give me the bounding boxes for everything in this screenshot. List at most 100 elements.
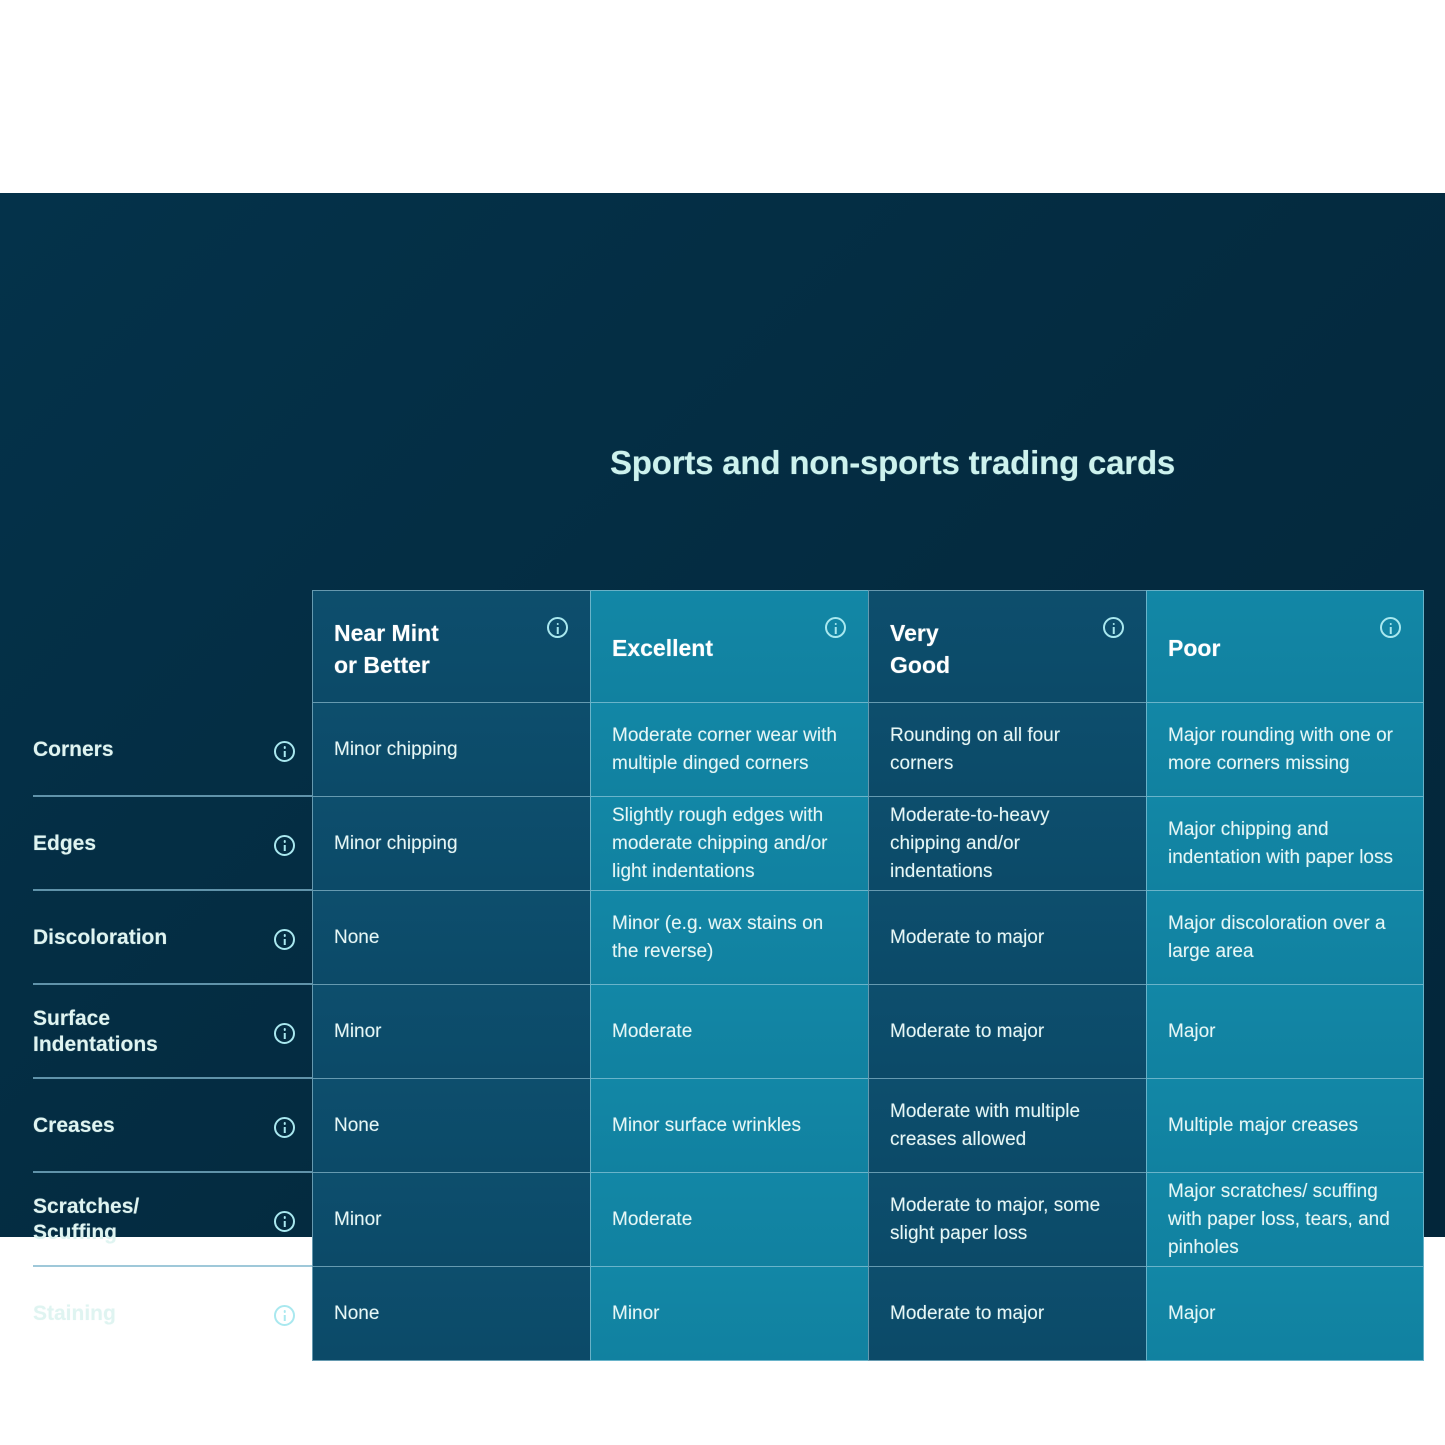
cell-surface-near-mint: Minor xyxy=(312,985,590,1079)
row-label-text: Staining xyxy=(33,1301,116,1327)
cell-corners-poor: Major rounding with one or more corners … xyxy=(1146,703,1424,797)
cell-text: Moderate to major, some slight paper los… xyxy=(890,1194,1101,1244)
cell-text: Major chipping and indentation with pape… xyxy=(1168,818,1393,868)
column-header-near-mint-or-better[interactable]: Near Mint or Better xyxy=(312,590,590,703)
cell-text: Minor xyxy=(334,1208,382,1230)
cell-staining-very-good: Moderate to major xyxy=(868,1267,1146,1361)
cell-edges-very-good: Moderate-to-heavy chipping and/or indent… xyxy=(868,797,1146,891)
cell-creases-poor: Multiple major creases xyxy=(1146,1079,1424,1173)
cell-text: Moderate-to-heavy chipping and/or indent… xyxy=(890,804,1050,882)
table-row: Corners Minor chipping Moderate corner w… xyxy=(33,703,1424,797)
cell-discoloration-poor: Major discoloration over a large area xyxy=(1146,891,1424,985)
row-label-line1: Edges xyxy=(33,832,97,855)
info-icon[interactable] xyxy=(274,928,295,950)
cell-staining-near-mint: None xyxy=(312,1267,590,1361)
info-icon[interactable] xyxy=(274,740,295,762)
cell-text: Minor (e.g. wax stains on the reverse) xyxy=(612,912,824,962)
cell-creases-excellent: Minor surface wrinkles xyxy=(590,1079,868,1173)
info-icon[interactable] xyxy=(274,1022,295,1044)
cell-text: Minor surface wrinkles xyxy=(612,1114,801,1136)
cell-discoloration-near-mint: None xyxy=(312,891,590,985)
info-icon[interactable] xyxy=(547,617,568,638)
column-header-line1: Poor xyxy=(1168,635,1221,661)
cell-creases-very-good: Moderate with multiple creases allowed xyxy=(868,1079,1146,1173)
table-row: Creases None Minor surface wrinkles Mode… xyxy=(33,1079,1424,1173)
row-label-line1: Surface xyxy=(33,1007,111,1030)
column-header-label: Excellent xyxy=(612,617,713,664)
cell-text: Minor xyxy=(612,1302,660,1324)
info-icon[interactable] xyxy=(274,1210,295,1232)
cell-text: Major scratches/ scuffing with paper los… xyxy=(1168,1180,1390,1258)
row-label-line1: Creases xyxy=(33,1114,115,1137)
row-label-text: Surface Indentations xyxy=(33,1006,158,1058)
row-label-text: Corners xyxy=(33,737,114,763)
column-header-label: Very Good xyxy=(890,617,950,681)
column-header-excellent[interactable]: Excellent xyxy=(590,590,868,703)
page-title: Sports and non-sports trading cards xyxy=(610,444,1176,481)
cell-text: Moderate xyxy=(612,1208,693,1230)
column-header-very-good[interactable]: Very Good xyxy=(868,590,1146,703)
column-header-label: Near Mint or Better xyxy=(334,617,439,681)
info-icon[interactable] xyxy=(274,1304,295,1326)
cell-text: None xyxy=(334,1302,380,1324)
column-header-poor[interactable]: Poor xyxy=(1146,590,1424,703)
cell-edges-poor: Major chipping and indentation with pape… xyxy=(1146,797,1424,891)
row-label-staining[interactable]: Staining xyxy=(33,1267,312,1361)
cell-corners-excellent: Moderate corner wear with multiple dinge… xyxy=(590,703,868,797)
grading-table: Near Mint or Better Excellent xyxy=(33,590,1424,1361)
cell-scratches-very-good: Moderate to major, some slight paper los… xyxy=(868,1173,1146,1267)
table-header-row: Near Mint or Better Excellent xyxy=(33,590,1424,703)
row-label-surface-indentations[interactable]: Surface Indentations xyxy=(33,985,316,1079)
row-label-line1: Scratches/ xyxy=(33,1195,140,1218)
column-header-line1: Near Mint xyxy=(334,620,439,646)
row-label-line1: Staining xyxy=(33,1302,116,1325)
cell-text: Slightly rough edges with moderate chipp… xyxy=(612,804,828,882)
cell-surface-poor: Major xyxy=(1146,985,1424,1079)
row-label-scratches-scuffing[interactable]: Scratches/ Scuffing xyxy=(33,1173,316,1267)
column-header-line2: or Better xyxy=(334,652,430,678)
info-icon[interactable] xyxy=(274,834,295,856)
row-label-text: Edges xyxy=(33,831,96,857)
cell-text: Rounding on all four corners xyxy=(890,724,1061,774)
cell-text: Moderate xyxy=(612,1020,693,1042)
info-icon[interactable] xyxy=(825,617,846,638)
column-header-line1: Very xyxy=(890,620,939,646)
cell-discoloration-very-good: Moderate to major xyxy=(868,891,1146,985)
cell-surface-excellent: Moderate xyxy=(590,985,868,1079)
column-header-label: Poor xyxy=(1168,617,1220,664)
table-corner-cell xyxy=(33,590,312,703)
column-header-line1: Excellent xyxy=(612,635,713,661)
cell-text: Minor chipping xyxy=(334,832,458,854)
cell-scratches-near-mint: Minor xyxy=(312,1173,590,1267)
row-label-text: Creases xyxy=(33,1113,115,1139)
row-label-discoloration[interactable]: Discoloration xyxy=(33,891,316,985)
table-row: Staining None Minor Moderate to major Ma… xyxy=(33,1267,1424,1361)
cell-edges-excellent: Slightly rough edges with moderate chipp… xyxy=(590,797,868,891)
cell-text: Moderate to major xyxy=(890,1020,1045,1042)
cell-creases-near-mint: None xyxy=(312,1079,590,1173)
cell-text: Multiple major creases xyxy=(1168,1114,1359,1136)
table-row: Discoloration None Minor (e.g. wax stain… xyxy=(33,891,1424,985)
row-label-text: Scratches/ Scuffing xyxy=(33,1194,139,1246)
row-label-creases[interactable]: Creases xyxy=(33,1079,316,1173)
row-label-edges[interactable]: Edges xyxy=(33,797,316,891)
dark-panel: Sports and non-sports trading cards Near… xyxy=(0,193,1445,1361)
cell-text: Major rounding with one or more corners … xyxy=(1168,724,1393,774)
cell-discoloration-excellent: Minor (e.g. wax stains on the reverse) xyxy=(590,891,868,985)
cell-text: Minor chipping xyxy=(334,738,458,760)
row-label-text: Discoloration xyxy=(33,925,167,951)
cell-corners-very-good: Rounding on all four corners xyxy=(868,703,1146,797)
table-row: Surface Indentations Minor Moderate Mode… xyxy=(33,985,1424,1079)
cell-text: None xyxy=(334,1114,380,1136)
info-icon[interactable] xyxy=(1380,617,1401,638)
info-icon[interactable] xyxy=(1103,617,1124,638)
cell-text: Moderate with multiple creases allowed xyxy=(890,1100,1081,1150)
cell-staining-poor: Major xyxy=(1146,1267,1424,1361)
row-label-corners[interactable]: Corners xyxy=(33,703,316,797)
info-icon[interactable] xyxy=(274,1116,295,1138)
cell-scratches-excellent: Moderate xyxy=(590,1173,868,1267)
cell-text: Moderate to major xyxy=(890,1302,1045,1324)
cell-corners-near-mint: Minor chipping xyxy=(312,703,590,797)
table-row: Scratches/ Scuffing Minor Moderate Moder… xyxy=(33,1173,1424,1267)
